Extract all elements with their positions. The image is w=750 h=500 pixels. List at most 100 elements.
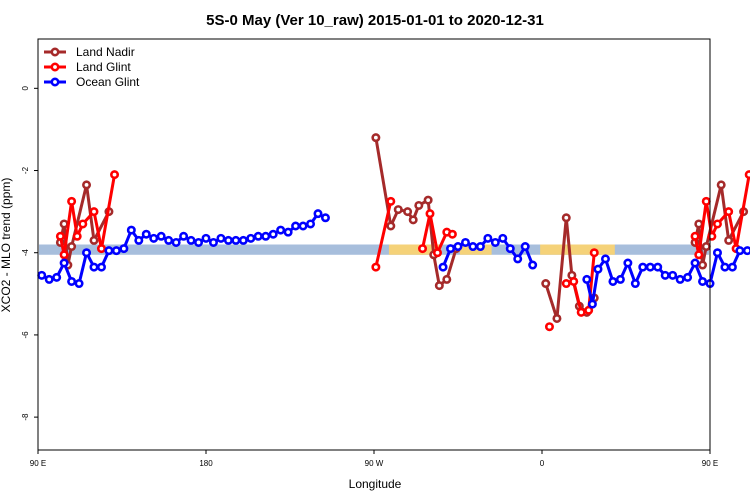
reference-band-land-0	[388, 244, 442, 255]
data-point	[668, 270, 678, 280]
data-point	[623, 258, 633, 268]
data-point	[683, 272, 693, 282]
series-segment	[734, 173, 750, 251]
data-point	[52, 272, 62, 282]
series-segment	[555, 216, 568, 320]
data-point	[698, 276, 708, 286]
data-point	[37, 270, 47, 280]
data-point	[67, 242, 77, 252]
data-point	[110, 170, 120, 180]
data-point	[59, 258, 69, 268]
series-land-nadir	[55, 133, 749, 323]
data-point	[208, 237, 218, 247]
series-segment	[544, 282, 559, 320]
data-point	[134, 235, 144, 245]
data-point	[313, 209, 323, 219]
data-point	[96, 244, 106, 254]
series-segment	[421, 212, 432, 251]
data-point	[724, 235, 734, 245]
legend-label: Ocean Glint	[76, 75, 140, 89]
data-point	[268, 229, 278, 239]
data-point	[194, 237, 204, 247]
data-point	[253, 231, 263, 241]
data-point	[460, 237, 470, 247]
reference-band	[39, 244, 709, 255]
series-layer	[37, 133, 750, 332]
series-segment	[426, 198, 436, 257]
y-tick-label: -4	[21, 249, 30, 257]
data-point	[690, 231, 700, 241]
data-point	[442, 274, 452, 284]
data-point	[261, 231, 271, 241]
data-point	[589, 248, 599, 258]
series-segment	[708, 251, 719, 286]
data-point	[393, 205, 403, 215]
data-point	[171, 237, 181, 247]
data-point	[82, 180, 92, 190]
data-point	[371, 262, 381, 272]
data-point	[59, 219, 69, 229]
y-tick-label: 0	[21, 86, 30, 91]
data-point	[716, 180, 726, 190]
chart-title: 5S-0 May (Ver 10_raw) 2015-01-01 to 2020…	[206, 12, 544, 29]
x-tick-label: 90 W	[365, 459, 384, 468]
data-point	[216, 233, 226, 243]
data-point	[386, 221, 396, 231]
data-point	[468, 242, 478, 252]
legend-marker	[50, 62, 60, 72]
data-point	[675, 274, 685, 284]
data-point	[615, 274, 625, 284]
series-segment	[727, 210, 738, 251]
data-point	[96, 262, 106, 272]
data-point	[238, 235, 248, 245]
y-axis: 0 -2 -4 -6 -8	[21, 86, 38, 421]
reference-band-ocean	[39, 244, 709, 255]
data-point	[67, 276, 77, 286]
data-point	[438, 262, 448, 272]
series-segment	[445, 247, 458, 281]
data-point	[386, 196, 396, 206]
data-point	[582, 274, 592, 284]
x-tick-label: 180	[199, 459, 213, 468]
data-point	[414, 200, 424, 210]
data-point	[89, 207, 99, 217]
series-segment	[77, 251, 89, 286]
data-point	[453, 242, 463, 252]
series-segment	[92, 210, 103, 251]
data-point	[660, 270, 670, 280]
series-segment	[428, 212, 439, 255]
data-point	[231, 235, 241, 245]
data-point	[490, 237, 500, 247]
series-segment	[590, 267, 600, 306]
data-point	[541, 279, 551, 289]
data-point	[89, 235, 99, 245]
series-ocean-glint	[37, 209, 750, 309]
data-point	[423, 195, 433, 205]
series-segment	[697, 199, 708, 257]
data-point	[690, 258, 700, 268]
data-point	[111, 246, 121, 256]
data-point	[694, 219, 704, 229]
data-point	[727, 262, 737, 272]
x-axis: 90 E 180 90 W 0 90 E	[30, 450, 718, 468]
data-point	[179, 231, 189, 241]
plot-area	[37, 38, 750, 451]
series-segment	[99, 173, 117, 251]
data-point	[694, 250, 704, 260]
x-tick-label: 90 E	[30, 459, 46, 468]
data-point	[425, 209, 435, 219]
legend-item: Land Nadir	[44, 45, 135, 59]
data-point	[701, 242, 711, 252]
data-point	[576, 307, 586, 317]
legend-marker	[50, 77, 60, 87]
data-point	[630, 279, 640, 289]
data-point	[720, 262, 730, 272]
data-point	[298, 221, 308, 231]
legend-marker	[50, 47, 60, 57]
data-point	[149, 233, 159, 243]
data-point	[505, 244, 515, 254]
data-point	[742, 246, 750, 256]
y-tick-label: -6	[21, 331, 30, 339]
series-segment	[70, 199, 79, 238]
data-point	[701, 196, 711, 206]
